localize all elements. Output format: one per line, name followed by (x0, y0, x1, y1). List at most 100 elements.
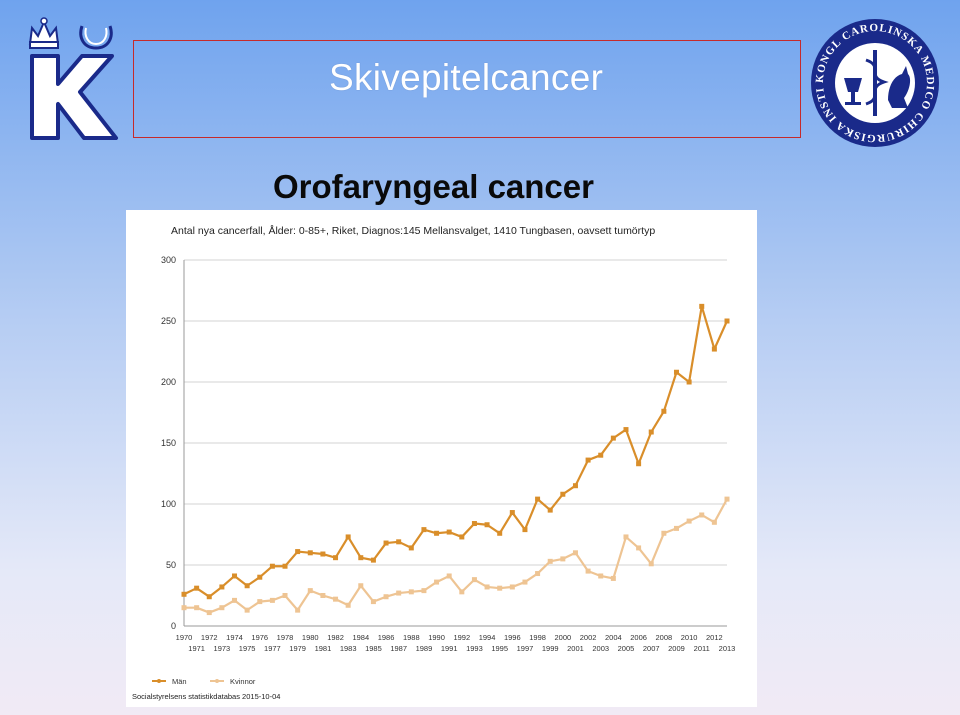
data-point (269, 563, 275, 569)
x-tick-label: 2004 (605, 633, 622, 642)
x-tick-label: 1976 (251, 633, 268, 642)
x-tick-label: 2009 (668, 644, 685, 653)
data-point (282, 593, 288, 598)
data-point (459, 589, 465, 595)
data-point (535, 571, 541, 577)
data-point (219, 605, 225, 611)
data-point (471, 577, 477, 583)
y-tick-label: 250 (161, 316, 176, 326)
data-point (383, 594, 389, 600)
x-tick-label: 2011 (694, 644, 710, 653)
x-tick-label: 2001 (567, 644, 584, 653)
data-point (358, 555, 364, 561)
data-point (446, 529, 452, 535)
ki-logo (24, 14, 120, 144)
data-point (219, 584, 225, 590)
data-point (547, 507, 553, 513)
data-point (471, 521, 477, 527)
data-point (320, 551, 326, 557)
x-tick-label: 2008 (656, 633, 673, 642)
data-point (572, 550, 578, 556)
legend-item-women: Kvinnor (210, 677, 256, 686)
x-tick-label: 1987 (390, 644, 407, 653)
data-point (370, 557, 376, 563)
cup-icon (844, 78, 862, 105)
data-point (345, 534, 351, 540)
data-point (636, 545, 642, 551)
data-point (257, 599, 263, 605)
data-point (333, 596, 339, 602)
legend: Män Kvinnor (152, 677, 256, 686)
slide-subtitle: Orofaryngeal cancer (273, 168, 594, 205)
data-point (711, 519, 717, 525)
y-tick-label: 200 (161, 377, 176, 387)
data-point (636, 461, 642, 467)
x-tick-label: 2007 (643, 644, 660, 653)
data-point (194, 585, 200, 591)
data-point (686, 518, 692, 524)
x-tick-label: 1979 (289, 644, 306, 653)
data-point (560, 556, 566, 562)
x-tick-label: 2010 (681, 633, 698, 642)
x-tick-label: 1983 (340, 644, 357, 653)
x-tick-label: 1994 (479, 633, 496, 642)
data-point (396, 539, 402, 545)
data-point (282, 563, 288, 569)
data-point (673, 369, 679, 375)
series-men (181, 303, 730, 600)
x-tick-label: 1990 (428, 633, 445, 642)
data-point (497, 530, 503, 536)
x-tick-label: 2002 (580, 633, 597, 642)
title-box: Skivepitelcancer (133, 40, 801, 138)
data-point (232, 573, 238, 579)
data-point (383, 540, 389, 546)
x-tick-label: 1991 (441, 644, 458, 653)
data-point (623, 427, 629, 433)
data-point (560, 491, 566, 497)
data-point (585, 457, 591, 463)
data-point (699, 512, 705, 518)
data-point (370, 599, 376, 605)
data-point (206, 594, 212, 600)
data-point (244, 607, 250, 613)
chart-title: Antal nya cancerfall, Ålder: 0-85+, Rike… (171, 224, 655, 237)
x-tick-label: 1996 (504, 633, 521, 642)
data-point (547, 558, 553, 564)
x-tick-label: 1970 (176, 633, 193, 642)
x-tick-label: 1985 (365, 644, 382, 653)
data-point (421, 527, 427, 533)
y-tick-label: 300 (161, 255, 176, 265)
data-point (206, 610, 212, 616)
data-point (358, 583, 364, 589)
x-tick-label: 1981 (315, 644, 332, 653)
x-tick-label: 1978 (277, 633, 294, 642)
x-tick-label: 1988 (403, 633, 420, 642)
data-point (194, 605, 200, 611)
series-line (183, 305, 729, 598)
y-tick-label: 50 (166, 560, 176, 570)
data-point (623, 534, 629, 540)
x-tick-label: 1977 (264, 644, 281, 653)
x-tick-label: 1971 (188, 644, 205, 653)
y-tick-label: 100 (161, 499, 176, 509)
x-tick-label: 1989 (416, 644, 433, 653)
x-tick-label: 1974 (226, 633, 243, 642)
x-tick-label: 2003 (592, 644, 609, 653)
x-tick-label: 1993 (466, 644, 483, 653)
data-point (686, 379, 692, 385)
line-chart: Antal nya cancerfall, Ålder: 0-85+, Rike… (132, 224, 735, 701)
data-point (661, 530, 667, 536)
data-point (648, 429, 654, 435)
data-point (724, 496, 730, 502)
legend-label-women: Kvinnor (230, 677, 256, 686)
rooster-icon (888, 66, 911, 108)
data-point (522, 579, 528, 585)
k-letter-icon (30, 54, 118, 140)
legend-label-men: Män (172, 677, 187, 686)
data-point (459, 534, 465, 540)
x-tick-label: 1986 (378, 633, 395, 642)
data-point (598, 452, 604, 458)
x-tick-label: 1972 (201, 633, 218, 642)
data-point (535, 496, 541, 502)
data-point (307, 588, 313, 594)
